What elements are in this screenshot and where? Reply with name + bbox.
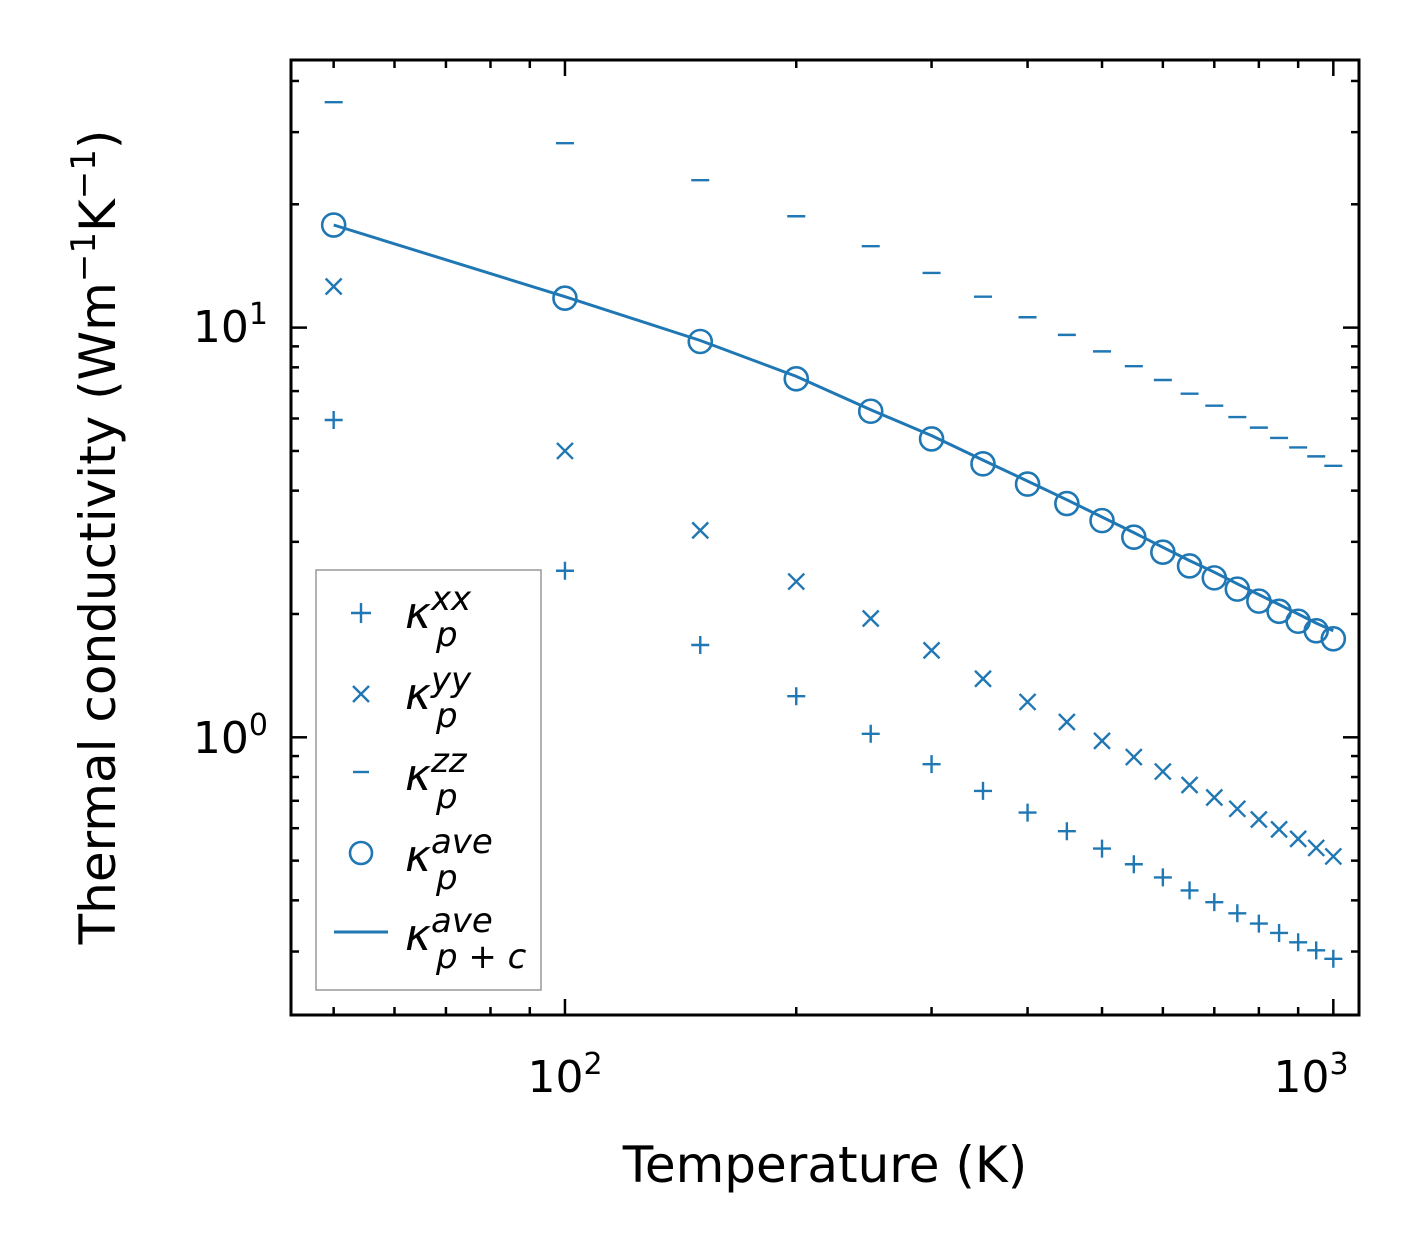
x-axis-label: Temperature (K) (622, 1136, 1027, 1194)
legend: κxx p κyy p κzz p κave p κave p + c (316, 570, 541, 990)
y-axis-label: Thermal conductivity (Wm−1K−1) (64, 130, 127, 946)
x-tick-label-100: 102 (527, 1047, 602, 1103)
y-tick-label-1: 100 (193, 708, 268, 764)
x-tick-label-1000: 103 (1273, 1047, 1348, 1103)
chart-figure: 102 103 100 101 Temperature (K) Thermal … (0, 0, 1421, 1254)
y-tick-label-10: 101 (193, 297, 268, 353)
